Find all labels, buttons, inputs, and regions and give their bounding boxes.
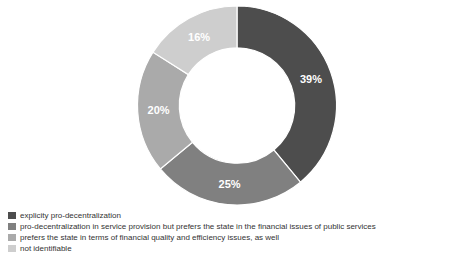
legend-swatch bbox=[8, 223, 16, 230]
legend-swatch bbox=[8, 234, 16, 241]
legend-label: prefers the state in terms of financial … bbox=[20, 233, 279, 242]
legend-label: explicity pro-decentralization bbox=[20, 211, 121, 220]
data-label: 25% bbox=[219, 178, 241, 190]
slice bbox=[153, 6, 237, 75]
legend-label: not identifiable bbox=[20, 244, 72, 253]
chart: 39% 25% 20% 16% explicity pro-decentralizati… bbox=[0, 0, 474, 259]
slice bbox=[237, 6, 337, 182]
legend-item: explicity pro-decentralization bbox=[8, 211, 121, 220]
data-label: 20% bbox=[148, 104, 170, 116]
data-label: 16% bbox=[188, 31, 210, 43]
legend-item: not identifiable bbox=[8, 244, 72, 253]
legend: explicity pro-decentralization pro-decent… bbox=[8, 211, 376, 253]
legend-item: prefers the state in terms of financial … bbox=[8, 233, 279, 242]
legend-item: pro-decentralization in service provisio… bbox=[8, 222, 376, 231]
legend-swatch bbox=[8, 245, 16, 252]
data-label: 39% bbox=[300, 73, 322, 85]
legend-swatch bbox=[8, 212, 16, 219]
legend-label: pro-decentralization in service provisio… bbox=[20, 222, 376, 231]
donut: 39% 25% 20% 16% bbox=[137, 6, 336, 205]
